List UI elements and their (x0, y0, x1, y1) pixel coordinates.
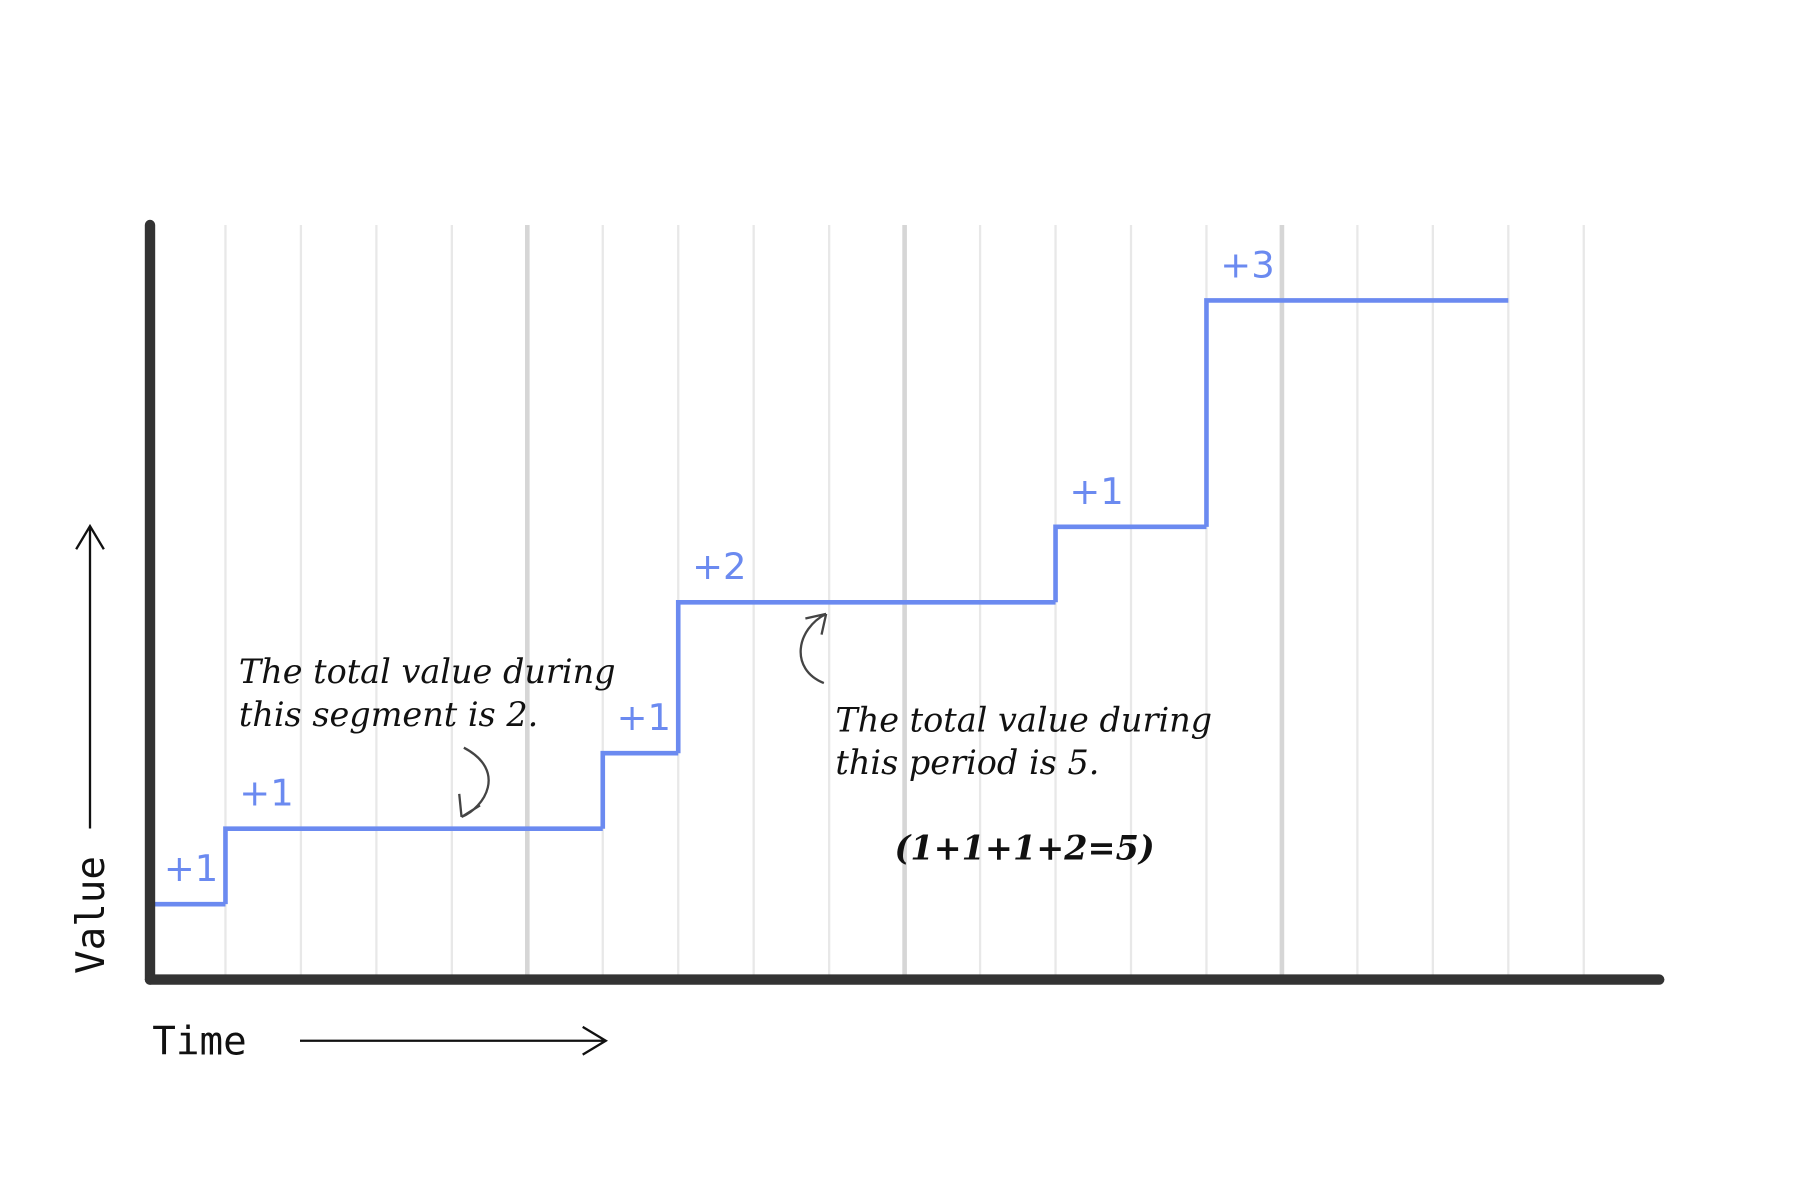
value-label: +1 (617, 696, 671, 739)
step-segment (600, 750, 679, 829)
x-axis-label: Time (152, 1020, 246, 1065)
annotation: this segment is 2. (239, 695, 538, 734)
step-segment (675, 600, 1056, 754)
grid (224, 224, 1585, 980)
x-axis-arrow (300, 1025, 609, 1056)
value-label: +3 (1220, 243, 1274, 286)
value-label: +1 (239, 772, 293, 815)
annotation-arrow (458, 746, 490, 818)
step-segment (147, 901, 226, 980)
series: +1 +1 +1 +2 +1 +3 (147, 243, 1509, 980)
step-segment (1053, 524, 1207, 603)
annotation-arrow (799, 612, 828, 685)
y-axis-arrow (75, 523, 105, 829)
value-label: +1 (164, 847, 218, 890)
annotation: The total value during (239, 652, 616, 691)
value-label: +1 (1069, 470, 1123, 513)
step-segment (223, 826, 603, 905)
y-axis-label: Value (69, 856, 114, 974)
step-segment (1204, 298, 1509, 527)
annotation: The total value during (835, 701, 1212, 740)
annotation: (1+1+1+2=5) (895, 829, 1155, 868)
annotation: this period is 5. (835, 743, 1099, 782)
value-label: +2 (692, 545, 746, 588)
